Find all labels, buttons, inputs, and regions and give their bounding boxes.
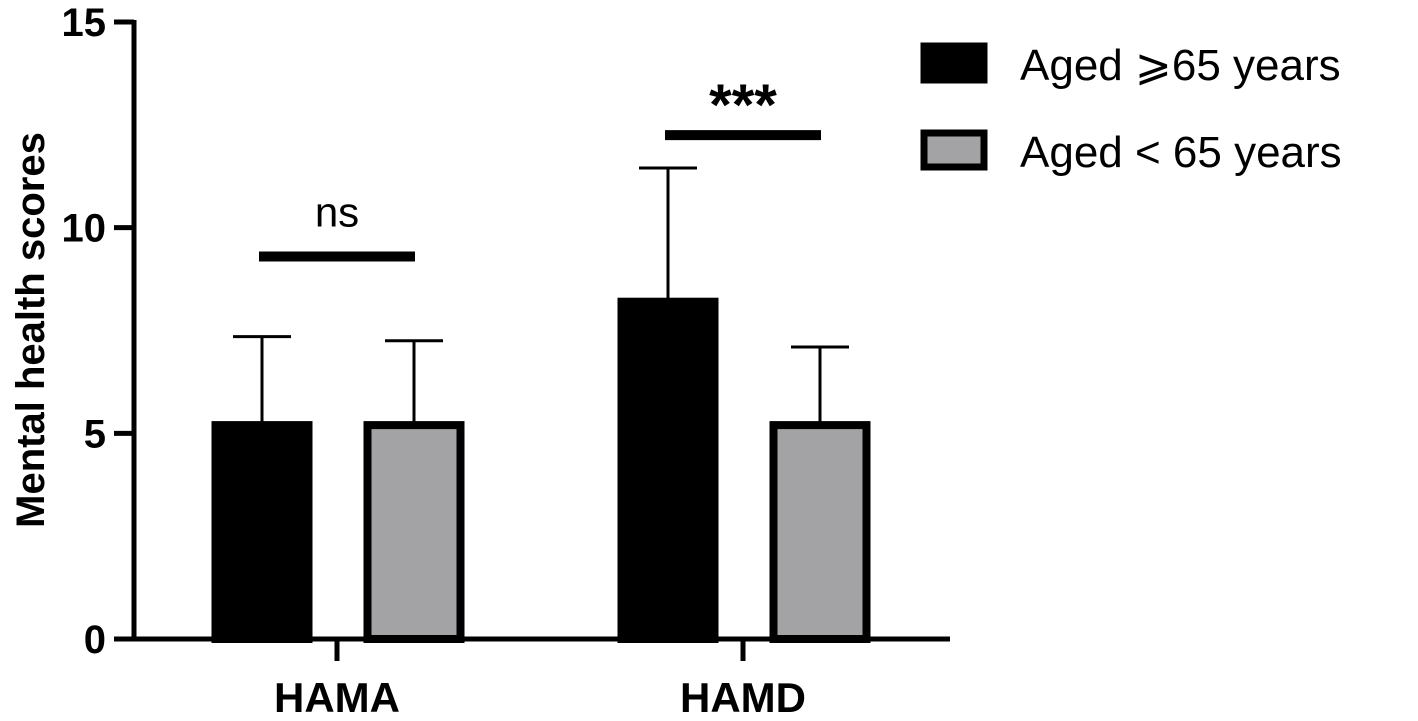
legend-swatch <box>920 42 988 84</box>
legend: Aged ⩾65 years Aged < 65 years <box>920 41 1342 177</box>
plot-area: ns *** <box>211 73 871 643</box>
bar-hama-series-2 <box>363 421 465 643</box>
y-tick-label: 15 <box>62 1 107 45</box>
legend-label: Aged ⩾65 years <box>1020 41 1341 90</box>
bar-hamd-series-2 <box>769 421 871 643</box>
significance-label: *** <box>709 73 777 138</box>
bar-hamd-series-1 <box>617 297 719 643</box>
bar-hama-series-1 <box>211 421 313 643</box>
x-tick-label: HAMA <box>274 674 400 721</box>
legend-swatch <box>920 129 988 171</box>
y-tick-label: 10 <box>62 207 107 251</box>
y-axis: 0 5 10 15 <box>62 1 137 662</box>
significance-label: ns <box>315 188 359 235</box>
x-axis: HAMA HAMD <box>132 636 950 721</box>
y-tick-label: 0 <box>84 618 106 662</box>
y-axis-title: Mental health scores <box>9 132 53 528</box>
y-tick-label: 5 <box>84 412 106 456</box>
x-tick-label: HAMD <box>680 674 806 721</box>
legend-label: Aged < 65 years <box>1020 128 1342 177</box>
